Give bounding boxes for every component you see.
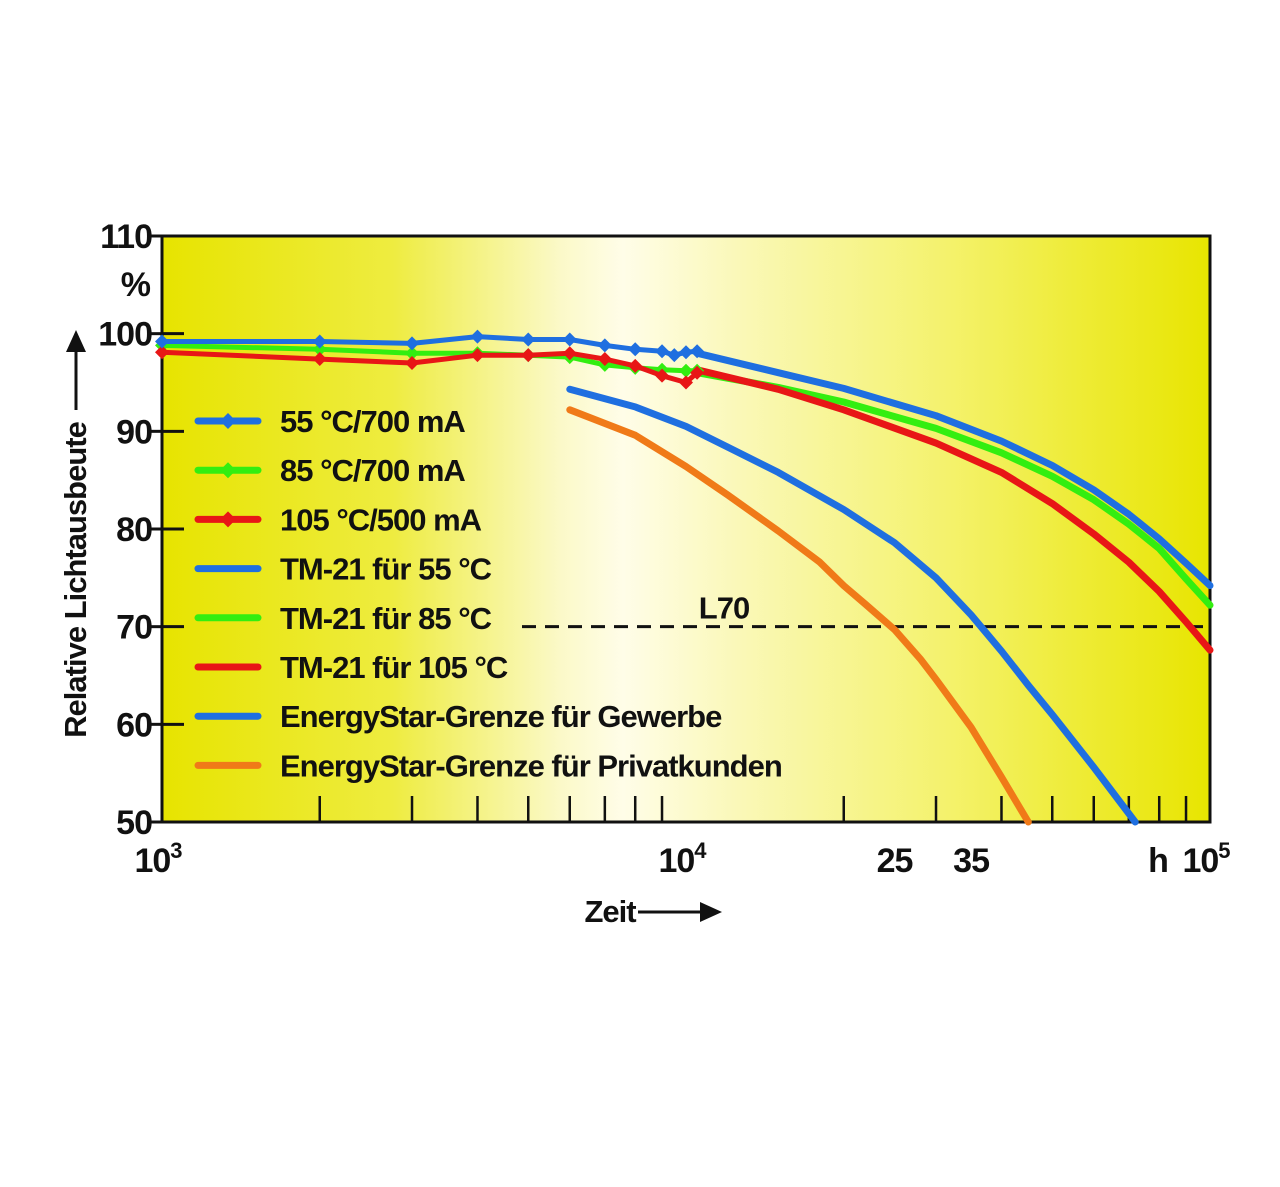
x-tick-label: 25 [877,842,913,880]
y-tick-label: 70 [116,609,152,647]
series-point [655,344,670,359]
x-tick-exponent: 3 [170,838,182,863]
x-axis-label: Zeit [584,894,636,929]
legend-label: EnergyStar-Grenze für Gewerbe [280,699,722,734]
series-point [155,334,169,349]
legend-label: TM-21 für 55 °C [280,552,492,587]
legend-label: 105 °C/500 mA [280,502,482,537]
legend-label: EnergyStar-Grenze für Privatkunden [280,748,782,783]
x-tick-exponent: 5 [1218,838,1230,863]
y-ticks: 50 60 70 80 90 100 110 [98,218,184,842]
series-line [693,349,1214,590]
y-tick-label: 80 [116,511,152,549]
series-point [679,375,693,390]
legend-label: TM-21 für 85 °C [280,601,492,636]
series-line [693,366,1214,654]
series-point [155,345,169,360]
y-unit-label: % [121,266,151,304]
y-axis-arrow [66,330,86,410]
y-tick-label: 100 [98,316,152,354]
series-point [679,345,693,360]
l70-label: L70 [699,591,749,626]
series-point [312,334,327,349]
series-point [690,344,705,359]
x-axis-arrow [638,902,722,922]
series-point [690,365,705,380]
series-point [521,348,536,363]
series-point [405,336,420,351]
series-point [405,355,420,370]
series-point [312,342,327,357]
x-tick-label: 105 [1182,838,1230,880]
x-tick-label: 35 [953,842,989,880]
series-point [667,348,682,363]
series-point [470,329,485,344]
y-tick-label: 60 [116,706,152,744]
x-tick-base: 35 [953,842,989,880]
series-point [628,358,643,373]
legend-marker [220,413,236,429]
legend-label: 85 °C/700 mA [280,453,465,488]
legend: 55 °C/700 mA 85 °C/700 mA 105 °C/500 mA TM-… [194,404,783,783]
series-line [693,369,1214,609]
series-point [597,352,612,367]
y-axis-title: Relative Lichtausbeute [58,421,93,737]
legend-marker [220,462,236,479]
series-point [405,346,420,361]
y-tick-label: 50 [116,804,152,842]
series-point [562,346,577,361]
x-tick-label: 103 [134,838,182,880]
plot-area [160,234,1212,824]
series-point [655,368,670,383]
x-tick-base: 10 [134,842,170,880]
y-tick-label: 90 [116,413,152,451]
legend-marker [220,511,236,528]
series-point [521,332,536,347]
legend-label: TM-21 für 105 °C [280,650,508,685]
series-line [566,406,1032,826]
x-unit-label: h [1148,842,1168,880]
series-point [562,332,577,347]
series-point [470,348,485,363]
series-layer [155,329,1214,826]
series-point [628,342,643,357]
y-axis-label: Relative Lichtausbeute [58,421,93,737]
series-point [679,363,693,378]
series-point [312,352,327,367]
x-tick-base: 10 [1182,842,1218,880]
series-line [566,385,1139,826]
x-minor-ticks [318,796,1188,822]
legend-label: 55 °C/700 mA [280,404,465,439]
x-ticks: 103 104 25 35 105 [134,838,1231,880]
series-point [597,338,612,353]
x-tick-base: 25 [877,842,913,880]
y-tick-label: 110 [100,218,152,256]
x-tick-label: 104 [658,838,707,880]
x-tick-base: 10 [658,842,694,880]
x-tick-exponent: 4 [694,838,707,863]
